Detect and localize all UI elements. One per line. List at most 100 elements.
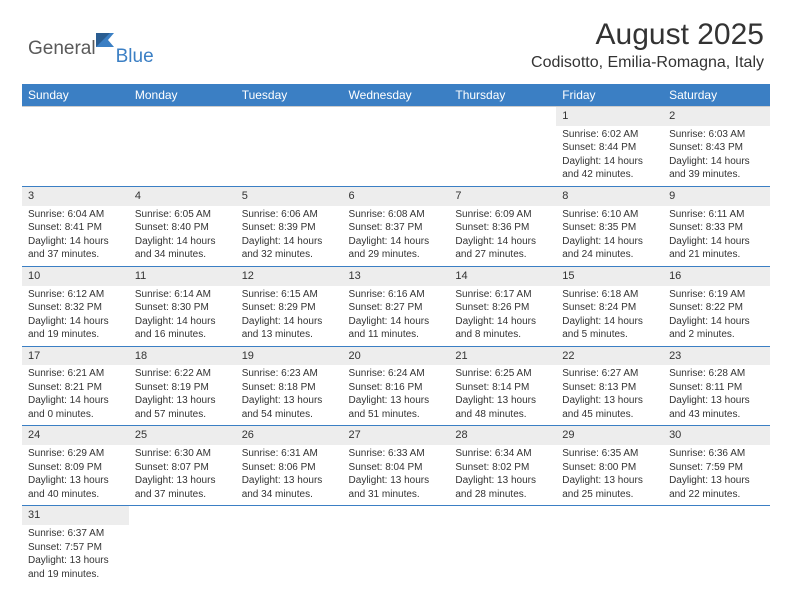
day-detail-cell: Sunrise: 6:34 AMSunset: 8:02 PMDaylight:…	[449, 445, 556, 506]
daylight-line: Daylight: 13 hours and 40 minutes.	[28, 474, 123, 501]
day-number-cell: 26	[236, 426, 343, 445]
logo: General Blue	[28, 18, 154, 68]
daylight-line: Daylight: 13 hours and 43 minutes.	[669, 394, 764, 421]
day-detail-cell: Sunrise: 6:05 AMSunset: 8:40 PMDaylight:…	[129, 206, 236, 267]
day-number-cell: 19	[236, 346, 343, 365]
sunset-line: Sunset: 8:02 PM	[455, 461, 550, 475]
daylight-line: Daylight: 14 hours and 19 minutes.	[28, 315, 123, 342]
day-detail-cell	[236, 525, 343, 585]
sunset-line: Sunset: 7:57 PM	[28, 541, 123, 555]
daylight-line: Daylight: 14 hours and 39 minutes.	[669, 155, 764, 182]
day-number-cell: 24	[22, 426, 129, 445]
daylight-line: Daylight: 13 hours and 54 minutes.	[242, 394, 337, 421]
weekday-header: Sunday	[22, 84, 129, 107]
day-detail-cell: Sunrise: 6:31 AMSunset: 8:06 PMDaylight:…	[236, 445, 343, 506]
daylight-line: Daylight: 14 hours and 27 minutes.	[455, 235, 550, 262]
day-number-cell: 20	[343, 346, 450, 365]
daylight-line: Daylight: 14 hours and 37 minutes.	[28, 235, 123, 262]
sunset-line: Sunset: 8:37 PM	[349, 221, 444, 235]
daynum-row: 17181920212223	[22, 346, 770, 365]
day-detail-cell: Sunrise: 6:37 AMSunset: 7:57 PMDaylight:…	[22, 525, 129, 585]
day-detail-cell: Sunrise: 6:08 AMSunset: 8:37 PMDaylight:…	[343, 206, 450, 267]
sunrise-line: Sunrise: 6:06 AM	[242, 208, 337, 222]
sunset-line: Sunset: 8:09 PM	[28, 461, 123, 475]
sunset-line: Sunset: 8:41 PM	[28, 221, 123, 235]
sunrise-line: Sunrise: 6:12 AM	[28, 288, 123, 302]
daylight-line: Daylight: 14 hours and 34 minutes.	[135, 235, 230, 262]
day-detail-cell	[449, 126, 556, 187]
day-number-cell: 16	[663, 266, 770, 285]
sunrise-line: Sunrise: 6:31 AM	[242, 447, 337, 461]
daynum-row: 31	[22, 506, 770, 525]
sunrise-line: Sunrise: 6:16 AM	[349, 288, 444, 302]
daylight-line: Daylight: 14 hours and 13 minutes.	[242, 315, 337, 342]
day-number-cell: 7	[449, 186, 556, 205]
day-number-cell: 18	[129, 346, 236, 365]
daylight-line: Daylight: 14 hours and 5 minutes.	[562, 315, 657, 342]
day-detail-cell: Sunrise: 6:24 AMSunset: 8:16 PMDaylight:…	[343, 365, 450, 426]
day-number-cell: 10	[22, 266, 129, 285]
sunset-line: Sunset: 8:16 PM	[349, 381, 444, 395]
daylight-line: Daylight: 13 hours and 19 minutes.	[28, 554, 123, 581]
daylight-line: Daylight: 14 hours and 2 minutes.	[669, 315, 764, 342]
sunset-line: Sunset: 8:21 PM	[28, 381, 123, 395]
daylight-line: Daylight: 14 hours and 42 minutes.	[562, 155, 657, 182]
day-detail-cell: Sunrise: 6:36 AMSunset: 7:59 PMDaylight:…	[663, 445, 770, 506]
day-content-row: Sunrise: 6:02 AMSunset: 8:44 PMDaylight:…	[22, 126, 770, 187]
sunrise-line: Sunrise: 6:34 AM	[455, 447, 550, 461]
sunset-line: Sunset: 8:07 PM	[135, 461, 230, 475]
day-detail-cell: Sunrise: 6:14 AMSunset: 8:30 PMDaylight:…	[129, 286, 236, 347]
day-detail-cell	[556, 525, 663, 585]
day-number-cell: 22	[556, 346, 663, 365]
day-number-cell: 30	[663, 426, 770, 445]
sunrise-line: Sunrise: 6:30 AM	[135, 447, 230, 461]
daynum-row: 12	[22, 107, 770, 126]
sunset-line: Sunset: 8:30 PM	[135, 301, 230, 315]
day-content-row: Sunrise: 6:29 AMSunset: 8:09 PMDaylight:…	[22, 445, 770, 506]
day-number-cell	[556, 506, 663, 525]
day-detail-cell: Sunrise: 6:33 AMSunset: 8:04 PMDaylight:…	[343, 445, 450, 506]
sunset-line: Sunset: 8:32 PM	[28, 301, 123, 315]
logo-text-blue: Blue	[116, 46, 154, 68]
day-number-cell	[449, 506, 556, 525]
sunset-line: Sunset: 8:19 PM	[135, 381, 230, 395]
sunrise-line: Sunrise: 6:05 AM	[135, 208, 230, 222]
sunrise-line: Sunrise: 6:28 AM	[669, 367, 764, 381]
sunset-line: Sunset: 8:14 PM	[455, 381, 550, 395]
day-number-cell: 31	[22, 506, 129, 525]
page-header: General Blue August 2025 Codisotto, Emil…	[0, 0, 792, 78]
daylight-line: Daylight: 13 hours and 51 minutes.	[349, 394, 444, 421]
day-number-cell: 5	[236, 186, 343, 205]
daylight-line: Daylight: 13 hours and 34 minutes.	[242, 474, 337, 501]
day-number-cell	[343, 107, 450, 126]
day-detail-cell: Sunrise: 6:30 AMSunset: 8:07 PMDaylight:…	[129, 445, 236, 506]
sunset-line: Sunset: 8:04 PM	[349, 461, 444, 475]
sunset-line: Sunset: 8:26 PM	[455, 301, 550, 315]
daylight-line: Daylight: 14 hours and 24 minutes.	[562, 235, 657, 262]
day-number-cell: 28	[449, 426, 556, 445]
day-detail-cell	[129, 525, 236, 585]
sunrise-line: Sunrise: 6:04 AM	[28, 208, 123, 222]
sunset-line: Sunset: 8:13 PM	[562, 381, 657, 395]
day-detail-cell: Sunrise: 6:28 AMSunset: 8:11 PMDaylight:…	[663, 365, 770, 426]
day-number-cell	[449, 107, 556, 126]
sunrise-line: Sunrise: 6:11 AM	[669, 208, 764, 222]
sunrise-line: Sunrise: 6:15 AM	[242, 288, 337, 302]
calendar-table: Sunday Monday Tuesday Wednesday Thursday…	[22, 84, 770, 585]
weekday-header: Saturday	[663, 84, 770, 107]
day-detail-cell: Sunrise: 6:04 AMSunset: 8:41 PMDaylight:…	[22, 206, 129, 267]
sunrise-line: Sunrise: 6:18 AM	[562, 288, 657, 302]
day-detail-cell: Sunrise: 6:17 AMSunset: 8:26 PMDaylight:…	[449, 286, 556, 347]
day-number-cell: 13	[343, 266, 450, 285]
logo-text-general: General	[28, 38, 96, 60]
daylight-line: Daylight: 13 hours and 37 minutes.	[135, 474, 230, 501]
sunrise-line: Sunrise: 6:23 AM	[242, 367, 337, 381]
sunrise-line: Sunrise: 6:35 AM	[562, 447, 657, 461]
sunrise-line: Sunrise: 6:14 AM	[135, 288, 230, 302]
sunset-line: Sunset: 8:44 PM	[562, 141, 657, 155]
daylight-line: Daylight: 14 hours and 11 minutes.	[349, 315, 444, 342]
day-number-cell: 17	[22, 346, 129, 365]
sunset-line: Sunset: 8:18 PM	[242, 381, 337, 395]
sunset-line: Sunset: 8:39 PM	[242, 221, 337, 235]
sunrise-line: Sunrise: 6:36 AM	[669, 447, 764, 461]
